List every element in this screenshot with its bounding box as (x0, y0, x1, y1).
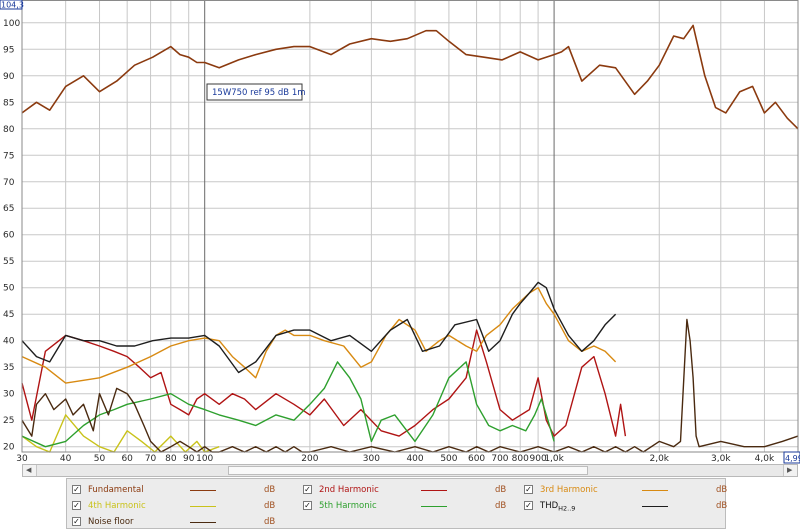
x-tick-label: 30 (16, 454, 28, 464)
y-tick-label: 35 (3, 363, 14, 373)
y-tick-label: 55 (3, 257, 14, 267)
legend-unit: dB (264, 501, 276, 511)
y-axis-ticks: 20 25 30 35 40 45 50 55 60 65 70 75 80 85 90 95 100 (3, 19, 20, 453)
arrow-left-icon: ◀ (26, 466, 32, 474)
series-lines (21, 24, 799, 453)
legend-unit: dB (716, 485, 728, 495)
legend-label: Noise floor (88, 517, 134, 527)
legend-unit: dB (264, 485, 276, 495)
y-tick-label: 100 (3, 19, 20, 29)
legend-label: 3rd Harmonic (540, 485, 598, 495)
legend-line-swatch (190, 490, 216, 491)
legend-checkbox[interactable]: ✓ (72, 501, 81, 510)
x-tick-label: 800 (512, 454, 529, 464)
plot-border (21, 0, 799, 453)
x-tick-label: 90 (183, 454, 195, 464)
x-tick-label: 300 (363, 454, 380, 464)
legend-item: ✓ 2nd Harmonic dB (303, 482, 513, 498)
legend-line-swatch (642, 490, 668, 491)
legend-unit: dB (716, 501, 728, 511)
x-tick-label: 80 (165, 454, 177, 464)
scroll-left-button[interactable]: ◀ (23, 465, 37, 476)
y-tick-label: 70 (3, 178, 15, 188)
legend-panel: ✓ Fundamental dB ✓ 2nd Harmonic dB ✓ 3rd Harmon… (66, 478, 727, 530)
y-tick-label: 30 (3, 390, 15, 400)
y-tick-label: 85 (3, 98, 14, 108)
y-tick-label: 50 (3, 284, 15, 294)
legend-label: 5th Harmonic (319, 501, 377, 511)
legend-checkbox[interactable]: ✓ (72, 485, 81, 494)
y-tick-label: 95 (3, 45, 14, 55)
legend-checkbox[interactable]: ✓ (303, 485, 312, 494)
x-tick-label: 4,0k (755, 454, 775, 464)
series-line-5th-harmonic (21, 361, 555, 448)
legend-unit: dB (495, 501, 507, 511)
x-tick-label: 1,0k (544, 454, 564, 464)
y-tick-label: 75 (3, 151, 14, 161)
legend-item: ✓ Fundamental dB (72, 482, 282, 498)
legend-checkbox[interactable]: ✓ (524, 485, 533, 494)
legend-line-swatch (190, 506, 216, 507)
legend-label: 4th Harmonic (88, 501, 146, 511)
series-line-noise-floor (21, 318, 799, 453)
x-tick-label: 70 (145, 454, 157, 464)
annotation-box[interactable]: 15W750 ref 95 dB 1m (206, 83, 306, 101)
legend-item: ✓ 3rd Harmonic dB (524, 482, 734, 498)
legend-checkbox[interactable]: ✓ (303, 501, 312, 510)
legend-item: ✓ Noise floor dB (72, 514, 282, 530)
y-max-box[interactable]: 104,3 (0, 0, 24, 10)
x-tick-label: 400 (406, 454, 423, 464)
legend-label: Fundamental (88, 485, 144, 495)
x-tick-label: 200 (301, 454, 318, 464)
x-axis-ticks: 30 40 50 60 70 80 90 100 200 300 400 500 600 700 800 90… (16, 454, 775, 464)
legend-line-swatch (642, 506, 668, 507)
legend-checkbox[interactable]: ✓ (72, 517, 81, 526)
y-tick-label: 45 (3, 310, 14, 320)
legend-label: THDH2..9 (540, 501, 576, 513)
legend-item: ✓ 4th Harmonic dB (72, 498, 282, 514)
legend-line-swatch (421, 490, 447, 491)
series-line-thd-h2-9 (21, 281, 617, 374)
legend-line-swatch (190, 522, 216, 523)
legend-item: ✓ 5th Harmonic dB (303, 498, 513, 514)
plot-area (22, 0, 798, 452)
x-tick-label: 500 (440, 454, 457, 464)
y-tick-label: 25 (3, 416, 14, 426)
annotation-text: 15W750 ref 95 dB 1m (212, 88, 306, 98)
x-tick-label: 50 (94, 454, 106, 464)
y-max-label: 104,3 (1, 1, 24, 10)
arrow-right-icon: ▶ (787, 466, 793, 474)
legend-label: 2nd Harmonic (319, 485, 379, 495)
x-tick-label: 40 (60, 454, 72, 464)
legend-line-swatch (421, 506, 447, 507)
legend-label-subscript: H2..9 (558, 504, 576, 513)
frequency-response-chart: 20 25 30 35 40 45 50 55 60 65 70 75 80 85 90 95 100 30 40… (0, 0, 800, 464)
horizontal-scrollbar[interactable]: ◀ ▶ (22, 464, 798, 477)
x-tick-label: 600 (468, 454, 485, 464)
legend-checkbox[interactable]: ✓ (524, 501, 533, 510)
x-tick-label: 3,0k (711, 454, 731, 464)
series-line-fundamental (21, 24, 799, 130)
legend-item: ✓ THDH2..9 dB (524, 498, 734, 514)
y-tick-label: 65 (3, 204, 14, 214)
y-tick-label: 60 (3, 231, 15, 241)
x-tick-label: 900 (530, 454, 547, 464)
series-line-4th-harmonic (21, 414, 220, 453)
x-tick-label: 100 (196, 454, 213, 464)
scroll-thumb[interactable] (228, 466, 588, 475)
legend-unit: dB (264, 517, 276, 527)
series-line-3rd-harmonic (21, 287, 617, 384)
scroll-right-button[interactable]: ▶ (783, 465, 797, 476)
y-tick-label: 20 (3, 443, 15, 453)
x-max-box[interactable]: 4,99 (783, 451, 800, 464)
y-tick-label: 40 (3, 337, 15, 347)
x-max-label: 4,99 (785, 454, 800, 463)
x-tick-label: 700 (491, 454, 508, 464)
y-tick-label: 90 (3, 72, 15, 82)
y-tick-label: 80 (3, 125, 15, 135)
x-tick-label: 2,0k (649, 454, 669, 464)
legend-unit: dB (495, 485, 507, 495)
x-tick-label: 60 (121, 454, 133, 464)
